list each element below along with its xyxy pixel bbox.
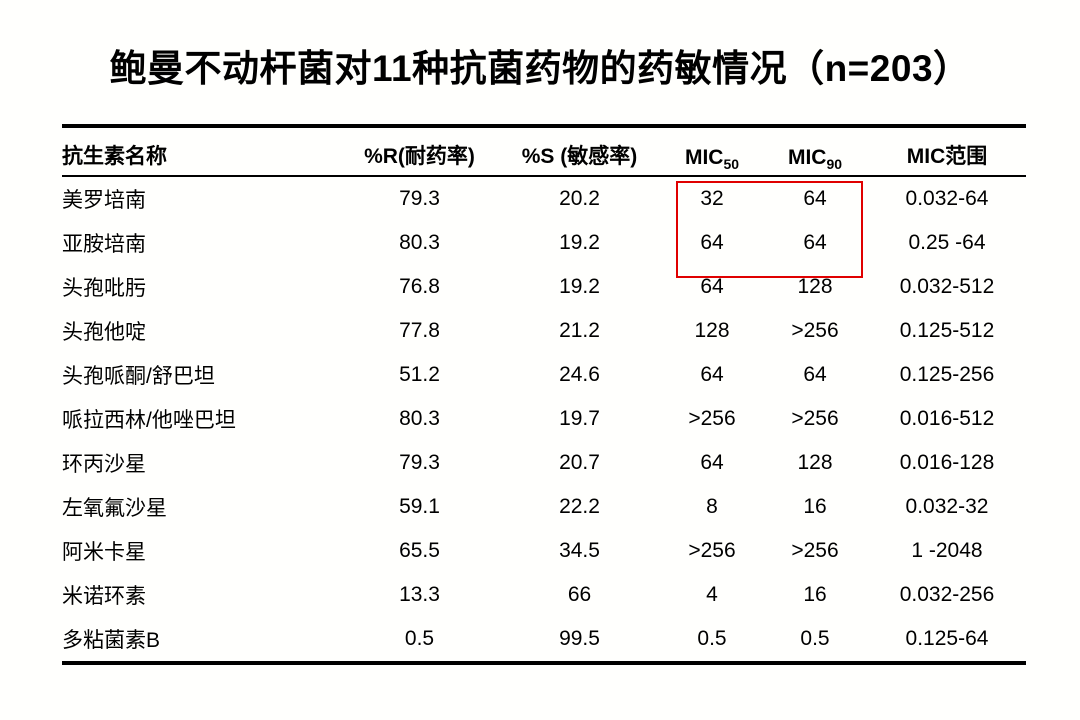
col-header-mic50: MIC50	[662, 126, 762, 177]
cell-percent-susceptible: 24.6	[559, 363, 600, 386]
cell-mic-range: 0.032-512	[899, 275, 995, 298]
col-header-percent-susceptible: %S (敏感率)	[497, 126, 662, 177]
cell-percent-resistant: 0.5	[404, 627, 435, 650]
table-row: 米诺环素 13.3 66 4 16 0.032-256	[62, 573, 1026, 617]
cell-mic50: 64	[700, 275, 724, 298]
table-row: 阿米卡星 65.5 34.5 >256 >256 1 -2048	[62, 529, 1026, 573]
cell-mic-range: 0.25 -64	[908, 231, 986, 254]
col-header-label: MIC范围	[906, 145, 988, 168]
col-header-label: %R(耐药率)	[364, 145, 475, 168]
table-header-row: 抗生素名称 %R(耐药率) %S (敏感率) MIC50 MIC90 MIC范围	[62, 126, 1026, 177]
cell-percent-resistant: 51.2	[399, 363, 440, 386]
cell-antibiotic-name: 头孢哌酮/舒巴坦	[62, 365, 215, 388]
cell-percent-resistant: 79.3	[399, 187, 440, 210]
cell-mic90: >256	[791, 407, 839, 430]
cell-percent-susceptible: 99.5	[559, 627, 600, 650]
cell-percent-susceptible: 66	[567, 583, 592, 606]
cell-mic50: 32	[700, 187, 724, 210]
cell-percent-resistant: 79.3	[399, 451, 440, 474]
cell-mic90: 64	[803, 187, 827, 210]
cell-percent-resistant: 65.5	[399, 539, 440, 562]
cell-percent-resistant: 76.8	[399, 275, 440, 298]
cell-mic90: >256	[791, 319, 839, 342]
cell-mic50: >256	[688, 407, 736, 430]
table-row: 美罗培南 79.3 20.2 32 64 0.032-64	[62, 176, 1026, 221]
cell-mic50: 64	[700, 363, 724, 386]
cell-percent-resistant: 80.3	[399, 231, 440, 254]
table-row: 哌拉西林/他唑巴坦 80.3 19.7 >256 >256 0.016-512	[62, 397, 1026, 441]
col-header-label: MIC	[787, 146, 827, 169]
cell-antibiotic-name: 哌拉西林/他唑巴坦	[62, 409, 236, 432]
cell-mic-range: 0.125-64	[905, 627, 989, 650]
cell-percent-resistant: 80.3	[399, 407, 440, 430]
cell-mic-range: 0.032-256	[899, 583, 995, 606]
col-header-label: MIC	[684, 146, 724, 169]
cell-antibiotic-name: 阿米卡星	[62, 541, 146, 564]
cell-percent-susceptible: 19.2	[559, 231, 600, 254]
cell-mic-range: 0.032-32	[905, 495, 989, 518]
cell-antibiotic-name: 左氧氟沙星	[62, 497, 167, 520]
col-header-antibiotic-name: 抗生素名称	[62, 126, 342, 177]
col-header-mic90: MIC90	[762, 126, 868, 177]
cell-mic90: 16	[803, 583, 827, 606]
cell-mic50: 64	[700, 451, 724, 474]
cell-mic-range: 0.016-512	[899, 407, 995, 430]
cell-mic-range: 0.016-128	[899, 451, 995, 474]
cell-mic90: 128	[797, 275, 833, 298]
cell-mic-range: 0.032-64	[905, 187, 989, 210]
cell-percent-susceptible: 22.2	[559, 495, 600, 518]
cell-mic50: 0.5	[697, 627, 727, 650]
cell-antibiotic-name: 美罗培南	[62, 189, 146, 212]
col-header-label: %S (敏感率)	[521, 145, 638, 168]
table-row: 多粘菌素B 0.5 99.5 0.5 0.5 0.125-64	[62, 617, 1026, 663]
cell-antibiotic-name: 环丙沙星	[62, 453, 146, 476]
cell-mic50: >256	[688, 539, 736, 562]
cell-mic-range: 1 -2048	[911, 539, 983, 562]
cell-mic-range: 0.125-512	[899, 319, 995, 342]
cell-percent-susceptible: 34.5	[559, 539, 600, 562]
cell-percent-resistant: 13.3	[399, 583, 440, 606]
cell-percent-susceptible: 19.2	[559, 275, 600, 298]
cell-percent-resistant: 59.1	[399, 495, 440, 518]
cell-antibiotic-name: 多粘菌素B	[62, 629, 161, 652]
cell-percent-resistant: 77.8	[399, 319, 440, 342]
cell-mic50: 64	[700, 231, 724, 254]
table-row: 环丙沙星 79.3 20.7 64 128 0.016-128	[62, 441, 1026, 485]
table-body: 美罗培南 79.3 20.2 32 64 0.032-64 亚胺培南 80.3 19.2 64 64…	[62, 176, 1026, 663]
cell-percent-susceptible: 19.7	[559, 407, 600, 430]
cell-antibiotic-name: 米诺环素	[62, 585, 146, 608]
cell-mic-range: 0.125-256	[899, 363, 995, 386]
susceptibility-table: 抗生素名称 %R(耐药率) %S (敏感率) MIC50 MIC90 MIC范围	[62, 124, 1026, 665]
col-header-percent-resistant: %R(耐药率)	[342, 126, 497, 177]
cell-mic90: 64	[803, 231, 827, 254]
cell-mic90: 64	[803, 363, 827, 386]
cell-mic50: 4	[706, 583, 718, 606]
cell-percent-susceptible: 21.2	[559, 319, 600, 342]
col-header-label: 抗生素名称	[62, 145, 167, 168]
col-header-subscript: 50	[723, 156, 740, 173]
cell-mic90: >256	[791, 539, 839, 562]
page-title: 鲍曼不动杆菌对11种抗菌药物的药敏情况（n=203）	[109, 48, 971, 89]
cell-antibiotic-name: 头孢他啶	[62, 321, 146, 344]
cell-antibiotic-name: 头孢吡肟	[62, 277, 146, 300]
cell-percent-susceptible: 20.2	[559, 187, 600, 210]
table-row: 左氧氟沙星 59.1 22.2 8 16 0.032-32	[62, 485, 1026, 529]
cell-mic50: 128	[694, 319, 730, 342]
table-row: 头孢哌酮/舒巴坦 51.2 24.6 64 64 0.125-256	[62, 353, 1026, 397]
cell-percent-susceptible: 20.7	[559, 451, 600, 474]
table-row: 亚胺培南 80.3 19.2 64 64 0.25 -64	[62, 221, 1026, 265]
cell-mic50: 8	[706, 495, 718, 518]
col-header-mic-range: MIC范围	[868, 126, 1026, 177]
cell-mic90: 0.5	[800, 627, 830, 650]
cell-antibiotic-name: 亚胺培南	[62, 233, 146, 256]
table-row: 头孢他啶 77.8 21.2 128 >256 0.125-512	[62, 309, 1026, 353]
col-header-subscript: 90	[826, 156, 843, 173]
cell-mic90: 128	[797, 451, 833, 474]
cell-mic90: 16	[803, 495, 827, 518]
table-row: 头孢吡肟 76.8 19.2 64 128 0.032-512	[62, 265, 1026, 309]
